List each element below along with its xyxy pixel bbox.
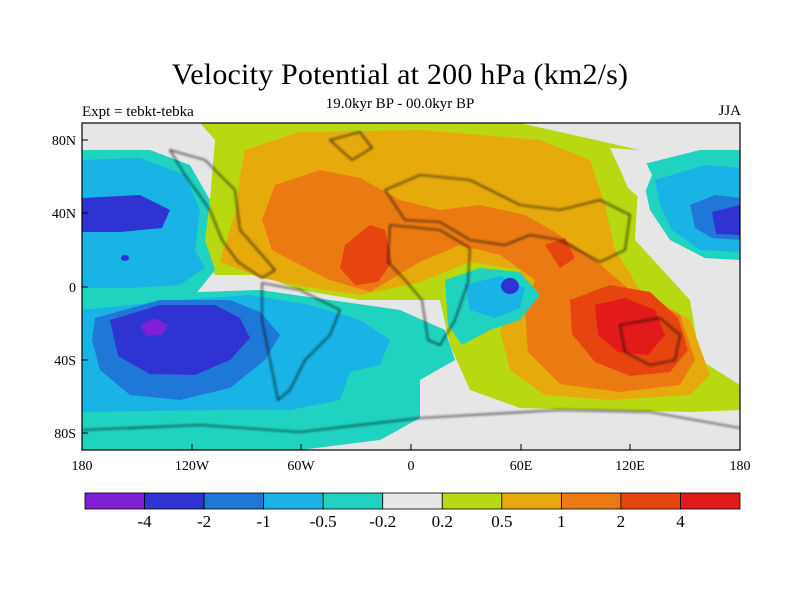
colorbar-label: 0.2	[432, 512, 453, 531]
colorbar-swatch	[560, 492, 622, 510]
map-title: Velocity Potential at 200 hPa (km2/s)	[171, 58, 629, 91]
colorbar-swatch	[84, 492, 145, 510]
lon-label-0: 0	[408, 459, 415, 474]
colorbar-swatch	[680, 492, 741, 510]
lat-label-40s: 40S	[54, 354, 76, 369]
colorbar-label: -4	[137, 512, 152, 531]
greenland-coast	[328, 131, 373, 161]
lon-label-120e: 120E	[615, 459, 645, 474]
neutral-band-south	[420, 390, 740, 450]
latitude-axis: 80N 40N 0 40S 80S	[52, 134, 88, 442]
lat-label-40n: 40N	[52, 207, 76, 222]
negative-2-region-pacific-north	[82, 195, 170, 232]
positive-4-region	[595, 298, 665, 355]
neutral-band-north	[610, 148, 652, 200]
velocity-potential-field	[82, 123, 740, 450]
colorbar-swatch	[382, 492, 443, 510]
africa-coast	[387, 224, 471, 346]
lon-label-180w: 180	[72, 459, 93, 474]
negative-2-spot-indian	[501, 278, 519, 294]
lon-label-120w: 120W	[175, 459, 210, 474]
colorbar-label: 2	[617, 512, 626, 531]
colorbar-swatch	[322, 492, 384, 510]
colorbar-label: -2	[197, 512, 211, 531]
positive-2-region-india	[545, 238, 575, 268]
colorbar-label: 4	[676, 512, 685, 531]
lon-label-180e: 180	[730, 459, 751, 474]
colorbar-swatch	[501, 492, 562, 510]
experiment-label: Expt = tebkt-tebka	[82, 104, 194, 120]
negative-2-region-east	[712, 205, 740, 235]
negative-4-region-south	[140, 318, 168, 336]
lat-label-80n: 80N	[52, 134, 76, 149]
antarctica-coast	[82, 409, 740, 433]
south-america-coast	[261, 282, 341, 402]
colorbar-swatch	[144, 492, 205, 510]
colorbar: -4 -2 -1 -0.5 -0.2 0.2 0.5 1 2 4	[84, 492, 741, 531]
colorbar-label: 1	[557, 512, 566, 531]
eurasia-coast	[384, 174, 631, 263]
season-label: JJA	[718, 103, 741, 119]
colorbar-swatch	[441, 492, 503, 510]
colorbar-swatch	[620, 492, 681, 510]
longitude-axis: 180 120W 60W 0 60E 120E 180	[72, 444, 751, 474]
colorbar-label: -1	[257, 512, 271, 531]
lon-label-60w: 60W	[287, 459, 315, 474]
lat-label-80s: 80S	[54, 427, 76, 442]
positive-2-region-africa	[340, 225, 392, 285]
australia-coast	[619, 317, 681, 366]
north-america-coast	[168, 149, 276, 279]
colorbar-label: -0.5	[310, 512, 337, 531]
colorbar-swatch	[203, 492, 265, 510]
colorbar-swatch	[263, 492, 324, 510]
coastlines	[82, 131, 740, 433]
period-label: 19.0kyr BP - 00.0kyr BP	[325, 96, 475, 112]
colorbar-label: 0.5	[491, 512, 512, 531]
lat-label-0: 0	[69, 281, 76, 296]
colorbar-label: -0.2	[369, 512, 396, 531]
negative-2-spot	[121, 255, 129, 261]
negative-2-region-south	[110, 305, 250, 375]
lon-label-60e: 60E	[510, 459, 533, 474]
